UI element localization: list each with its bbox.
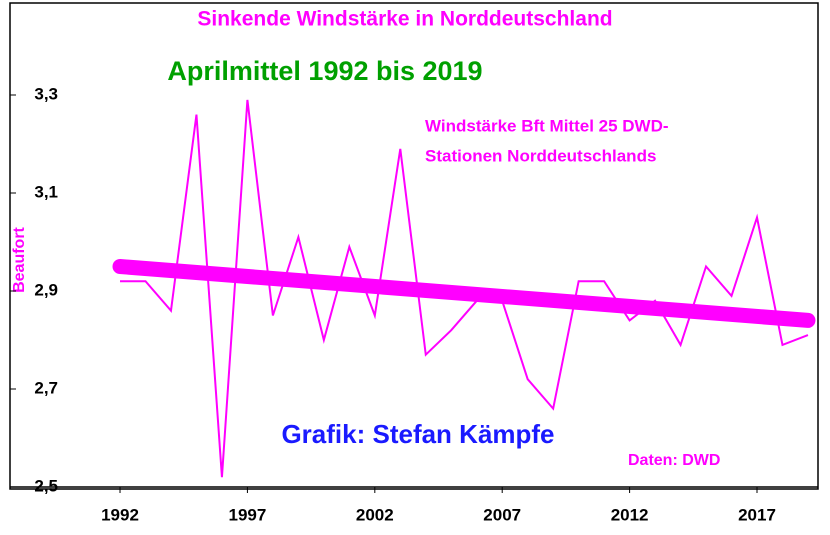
x-tick-label: 2002: [356, 505, 394, 524]
chart-title: Sinkende Windstärke in Norddeutschland: [197, 8, 612, 31]
y-tick-label: 3,1: [34, 182, 58, 201]
x-tick-label: 2007: [483, 505, 521, 524]
data-line: [120, 99, 809, 478]
source: Daten: DWD: [628, 452, 720, 469]
x-tick-label: 1997: [229, 505, 267, 524]
x-tick-label: 2012: [611, 505, 649, 524]
subtitle: Aprilmittel 1992 bis 2019: [167, 56, 482, 86]
frame: [9, 2, 819, 490]
annotation: Windstärke Bft Mittel 25 DWD-: [425, 116, 669, 135]
y-tick-label: 2,9: [34, 280, 58, 299]
credit: Grafik: Stefan Kämpfe: [281, 419, 554, 449]
y-tick-label: 2,7: [34, 378, 58, 397]
y-axis-label: Beaufort: [11, 226, 28, 292]
x-tick-label: 1992: [101, 505, 139, 524]
annotation: Stationen Norddeutschlands: [425, 146, 656, 165]
y-tick-label: 2,5: [34, 476, 58, 495]
x-tick-label: 2017: [738, 505, 776, 524]
y-tick-label: 3,3: [34, 84, 58, 103]
